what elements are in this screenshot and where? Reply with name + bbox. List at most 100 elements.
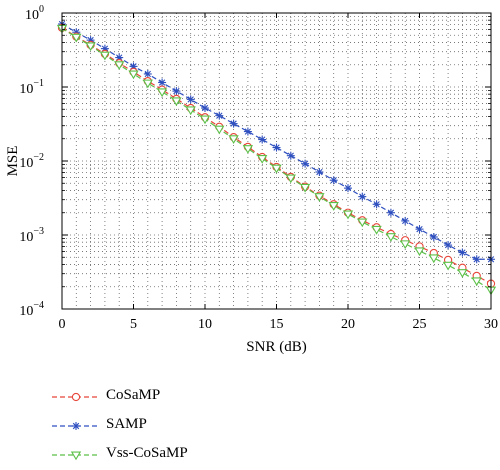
data-point-vss-cosamp	[285, 174, 296, 184]
data-point-vss-cosamp	[400, 240, 411, 250]
data-point-samp	[458, 248, 467, 257]
asterisk-stroke	[301, 160, 309, 167]
asterisk-stroke	[344, 184, 352, 192]
data-point-samp	[172, 87, 181, 96]
data-point-vss-cosamp	[156, 88, 168, 98]
asterisk-stroke	[201, 104, 209, 112]
data-point-vss-cosamp	[357, 218, 368, 228]
data-point-samp	[358, 192, 367, 201]
data-point-vss-cosamp	[471, 277, 482, 287]
legend-marker-vss-cosamp	[70, 451, 82, 461]
data-point-samp	[472, 255, 481, 264]
series-vss-cosamp	[56, 24, 497, 296]
data-point-samp	[401, 216, 410, 225]
data-point-vss-cosamp	[299, 183, 311, 193]
x-tick-label: 10	[198, 317, 212, 332]
data-point-samp	[258, 135, 267, 144]
x-tick-label: 15	[270, 317, 284, 332]
data-point-vss-cosamp	[271, 164, 282, 174]
data-point-vss-cosamp	[71, 33, 82, 43]
y-axis-label: MSE	[5, 146, 21, 177]
y-tick-label: 100	[25, 4, 44, 23]
legend-label-samp: SAMP	[106, 416, 147, 432]
legend: CoSaMP SAMP Vss-CoSaMP	[50, 385, 350, 470]
data-point-vss-cosamp	[457, 269, 468, 278]
legend-label-cosamp: CoSaMP	[106, 387, 161, 403]
data-point-samp	[372, 200, 381, 209]
asterisk-stroke	[259, 136, 266, 143]
data-point-samp	[158, 78, 167, 87]
data-point-samp	[143, 69, 152, 78]
data-point-vss-cosamp	[342, 210, 354, 220]
data-point-samp	[415, 225, 424, 234]
data-point-samp	[201, 104, 209, 113]
data-point-samp	[243, 127, 252, 136]
data-point-samp	[444, 241, 453, 250]
data-point-vss-cosamp	[199, 115, 211, 125]
y-tick-label: 10−3	[19, 226, 44, 245]
data-point-samp	[329, 176, 338, 185]
asterisk-stroke	[116, 54, 123, 61]
asterisk-stroke	[330, 177, 337, 184]
legend-swatch-vss-cosamp	[52, 451, 100, 461]
data-point-vss-cosamp	[385, 233, 397, 242]
asterisk-stroke	[158, 79, 166, 86]
data-point-vss-cosamp	[99, 51, 111, 61]
data-point-vss-cosamp	[242, 145, 254, 154]
asterisk-stroke	[72, 422, 80, 430]
asterisk-stroke	[387, 209, 395, 216]
data-point-vss-cosamp	[85, 42, 96, 52]
asterisk-stroke	[273, 144, 280, 151]
data-point-samp	[229, 119, 238, 128]
data-point-vss-cosamp	[314, 193, 325, 202]
data-point-vss-cosamp	[328, 202, 339, 211]
asterisk-stroke	[359, 193, 366, 200]
data-point-samp	[286, 151, 295, 160]
asterisk-stroke	[244, 128, 252, 135]
ticks: 0 5 10 15 20 25 30 100 10−1 10−2 10−3 10−4	[19, 4, 498, 332]
legend-swatch-samp	[52, 422, 100, 430]
data-point-vss-cosamp	[414, 247, 425, 257]
asterisk-stroke	[187, 96, 194, 103]
asterisk-stroke	[416, 225, 423, 233]
data-point-samp	[386, 208, 395, 217]
grid	[62, 13, 491, 309]
x-tick-label: 25	[413, 317, 427, 332]
data-point-samp	[344, 184, 352, 193]
asterisk-stroke	[230, 120, 237, 127]
asterisk-stroke	[287, 152, 294, 159]
legend-marker-samp	[72, 422, 80, 430]
data-point-vss-cosamp	[114, 61, 125, 71]
data-point-vss-cosamp	[442, 261, 454, 271]
legend-item-vss-cosamp: Vss-CoSaMP	[50, 443, 350, 467]
legend-item-samp: SAMP	[50, 414, 350, 438]
data-point-vss-cosamp	[428, 254, 439, 264]
y-tick-label: 10−1	[19, 78, 44, 97]
data-point-vss-cosamp	[128, 70, 139, 80]
legend-marker-cosamp	[71, 392, 81, 402]
asterisk-stroke	[459, 249, 466, 256]
data-point-samp	[215, 111, 224, 120]
legend-swatch-cosamp	[52, 392, 100, 402]
asterisk-stroke	[373, 201, 380, 208]
x-axis-label: SNR (dB)	[246, 339, 306, 355]
y-tick-label: 10−2	[19, 152, 44, 171]
asterisk-stroke	[473, 256, 480, 263]
asterisk-stroke	[444, 241, 452, 249]
asterisk-stroke	[216, 112, 223, 119]
data-point-vss-cosamp	[142, 79, 153, 89]
x-tick-label: 20	[341, 317, 355, 332]
data-point-samp	[272, 143, 281, 152]
data-point-samp	[429, 232, 438, 241]
legend-label-vss-cosamp: Vss-CoSaMP	[106, 445, 188, 461]
x-tick-label: 30	[484, 317, 498, 332]
legend-item-cosamp: CoSaMP	[50, 385, 350, 409]
asterisk-stroke	[144, 70, 151, 78]
data-point-vss-cosamp	[214, 125, 225, 135]
data-point-vss-cosamp	[257, 155, 268, 164]
series-cosamp	[57, 23, 496, 288]
asterisk-stroke	[430, 233, 437, 241]
asterisk-stroke	[316, 168, 323, 176]
data-point-vss-cosamp	[171, 97, 182, 107]
